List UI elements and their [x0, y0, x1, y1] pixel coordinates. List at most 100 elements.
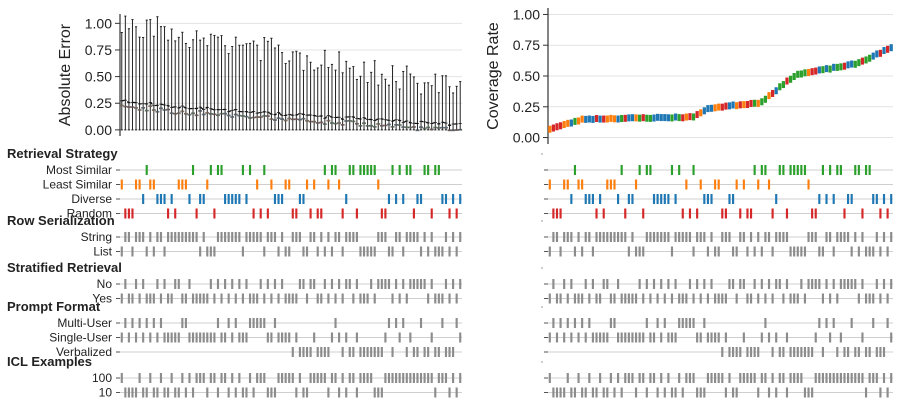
coverage-point — [709, 104, 714, 112]
factor-cell — [875, 194, 878, 204]
factor-cell — [366, 347, 369, 357]
factor-cell — [316, 208, 319, 219]
factor-cell — [370, 279, 373, 289]
factor-cell — [373, 387, 376, 398]
factor-cell — [652, 332, 656, 343]
coverage-point — [591, 115, 595, 123]
factor-cell — [248, 293, 252, 304]
coverage-point — [551, 124, 556, 132]
factor-cell — [134, 232, 138, 242]
factor-cell — [778, 373, 781, 383]
factor-cell — [609, 318, 612, 328]
factor-cell — [681, 318, 684, 328]
factor-cell — [613, 318, 616, 328]
factor-cell — [778, 347, 781, 357]
factor-cell — [355, 208, 358, 219]
factor-cell — [355, 232, 358, 242]
factor-cell — [202, 373, 205, 383]
error-trend-line — [121, 99, 461, 127]
factor-cell — [127, 332, 130, 343]
factor-cell — [191, 293, 195, 304]
factor-cell — [316, 347, 319, 357]
factor-cell — [206, 293, 209, 304]
factor-cell — [434, 165, 437, 175]
factor-cell — [302, 387, 305, 398]
coverage-point — [796, 70, 800, 78]
factor-cell — [563, 179, 566, 190]
factor-cell — [270, 332, 273, 343]
factor-cell — [419, 318, 423, 328]
factor-cell — [273, 232, 277, 242]
factor-cell — [890, 279, 893, 289]
factor-cell — [785, 279, 789, 289]
factor-cell — [348, 373, 351, 383]
factor-cell — [714, 293, 717, 304]
factor-cell — [238, 194, 241, 204]
factor-cell — [724, 208, 727, 219]
error-box — [294, 118, 299, 121]
factor-cell — [138, 373, 141, 383]
factor-cell — [685, 373, 688, 383]
factor-cell — [309, 208, 312, 219]
factor-cell — [195, 293, 198, 304]
factor-cell — [789, 347, 792, 357]
error-box — [344, 120, 349, 122]
factor-cell — [238, 279, 241, 289]
factor-cell — [814, 232, 817, 242]
coverage-point — [745, 101, 750, 109]
factor-cell — [199, 332, 202, 343]
factor-cell — [674, 232, 677, 242]
factor-cell — [387, 373, 391, 383]
factor-cell — [861, 332, 864, 343]
factor-cell — [854, 232, 857, 242]
factor-cell — [724, 332, 727, 343]
error-box — [119, 104, 124, 107]
factor-level-label: 100 — [92, 371, 112, 385]
factor-cell — [570, 332, 573, 343]
coverage-ytick-label: 0.50 — [513, 68, 540, 84]
factor-cell — [879, 387, 882, 398]
error-box — [248, 117, 252, 119]
factor-cell — [760, 246, 763, 257]
factor-cell — [252, 208, 255, 219]
factor-cell — [377, 347, 380, 357]
factor-cell — [581, 387, 584, 398]
factor-cell — [617, 194, 620, 204]
factor-cell — [749, 208, 753, 219]
factor-cell — [270, 387, 273, 398]
factor-matrix-left — [116, 165, 462, 398]
factor-cell — [245, 232, 248, 242]
coverage-point — [630, 114, 635, 122]
factor-cell — [552, 318, 555, 328]
coverage-point — [584, 115, 588, 123]
error-box — [283, 119, 288, 122]
factor-cell — [234, 387, 237, 398]
factor-cell — [281, 194, 284, 204]
coverage-point — [839, 63, 843, 71]
coverage-point — [835, 63, 839, 71]
factor-cell — [868, 293, 871, 304]
factor-cell — [338, 179, 341, 190]
factor-cell — [327, 179, 330, 190]
factor-group-title: ICL Examples — [7, 354, 92, 369]
factor-cell — [248, 232, 252, 242]
factor-cell — [663, 232, 666, 242]
factor-cell — [412, 373, 415, 383]
factor-cell — [380, 232, 383, 242]
factor-cell — [667, 194, 670, 204]
factor-cell — [206, 332, 209, 343]
factor-cell — [416, 279, 419, 289]
factor-cell — [742, 332, 745, 343]
factor-group-title: Stratified Retrieval — [7, 260, 122, 275]
factor-cell — [430, 208, 433, 219]
factor-cell — [688, 318, 692, 328]
factor-cell — [864, 246, 868, 257]
factor-cell — [338, 387, 341, 398]
error-box — [308, 120, 313, 123]
factor-cell — [717, 246, 720, 257]
factor-cell — [256, 293, 259, 304]
coverage-ytick-label: 1.00 — [513, 6, 540, 22]
coverage-point — [767, 92, 771, 100]
factor-cell — [402, 373, 405, 383]
coverage-point — [702, 107, 706, 115]
